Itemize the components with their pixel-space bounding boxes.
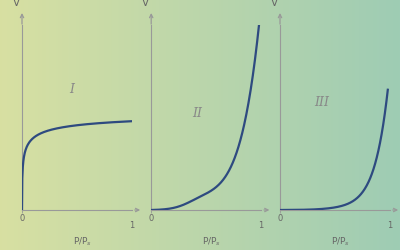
Text: V: V xyxy=(142,0,149,8)
Text: III: III xyxy=(314,96,329,109)
Text: P/P$_s$: P/P$_s$ xyxy=(331,236,350,248)
Text: P/P$_s$: P/P$_s$ xyxy=(73,236,92,248)
Text: P/P$_s$: P/P$_s$ xyxy=(202,236,221,248)
Text: 1: 1 xyxy=(258,221,264,230)
Text: 1: 1 xyxy=(129,221,135,230)
Text: I: I xyxy=(69,83,74,96)
Text: V: V xyxy=(271,0,278,8)
Text: II: II xyxy=(192,107,202,120)
Text: 1: 1 xyxy=(387,221,393,230)
Text: V: V xyxy=(13,0,20,8)
